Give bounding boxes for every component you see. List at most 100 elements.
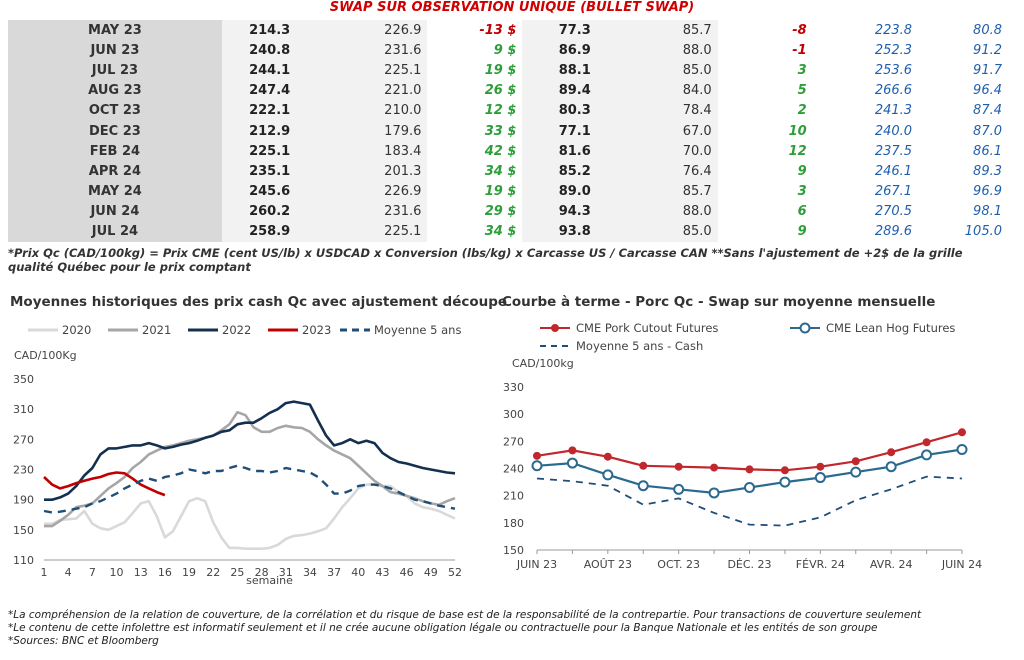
- data-point: [673, 483, 685, 495]
- swap-row: OCT 23 222.1 210.0 12 $80.3 78.4 2 241.3 87.4: [8, 100, 1008, 121]
- swap-cell-v3: 26 $: [427, 80, 523, 101]
- swap-table: MAY 23 214.3 226.9 -13 $77.3 85.7 -8 223.8 80.8…: [8, 20, 1008, 243]
- x-tick-label: 25: [230, 566, 244, 579]
- x-tick-label: 19: [182, 566, 196, 579]
- x-tick-label: 1: [41, 566, 48, 579]
- swap-cell-v6: 9: [717, 221, 813, 243]
- swap-cell-month: APR 24: [8, 161, 222, 182]
- swap-cell-v6: -8: [717, 20, 813, 41]
- swap-cell-v2: 231.6: [296, 40, 428, 61]
- x-tick-label: 4: [65, 566, 72, 579]
- swap-cell-v7: 270.5: [812, 201, 919, 222]
- swap-row: JUN 24 260.2 231.6 29 $94.3 88.0 6 270.5 98.1: [8, 201, 1008, 222]
- data-point: [710, 463, 719, 472]
- swap-row: AUG 23 247.4 221.0 26 $89.4 84.0 5 266.6 96.4: [8, 80, 1008, 101]
- swap-cell-v3: 42 $: [427, 141, 523, 162]
- swap-cell-v3: 33 $: [427, 120, 523, 142]
- swap-cell-v1: 222.1: [221, 100, 297, 121]
- swap-cell-v2: 221.0: [296, 80, 428, 101]
- series-line: [44, 400, 456, 501]
- swap-table-body: MAY 23 214.3 226.9 -13 $77.3 85.7 -8 223.8 80.8…: [8, 20, 1008, 243]
- swap-row: APR 24 235.1 201.3 34 $85.2 76.4 9 246.1 89.3: [8, 161, 1008, 182]
- x-tick-label: 49: [424, 566, 438, 579]
- data-point: [531, 460, 543, 472]
- x-tick-label: JUIN 24: [941, 558, 982, 571]
- x-tick-label: 13: [134, 566, 148, 579]
- swap-cell-v2: 226.9: [296, 181, 428, 202]
- data-point: [816, 462, 825, 471]
- series-line: [536, 475, 963, 527]
- swap-row: DEC 23 212.9 179.6 33 $77.1 67.0 10 240.0 87.0: [8, 120, 1008, 142]
- y-tick-label: 270: [13, 433, 34, 446]
- swap-cell-v1: 212.9: [221, 120, 297, 142]
- y-tick-label: 310: [13, 403, 34, 416]
- y-axis-unit: CAD/100Kg: [14, 349, 77, 362]
- swap-cell-v3: -13 $: [427, 20, 523, 41]
- data-point: [779, 476, 791, 488]
- data-point: [885, 461, 897, 473]
- data-point: [814, 472, 826, 484]
- data-point: [850, 466, 862, 478]
- data-point: [956, 443, 968, 455]
- swap-cell-v1: 225.1: [221, 141, 297, 162]
- swap-cell-v6: 9: [717, 161, 813, 182]
- data-point: [958, 428, 966, 437]
- swap-cell-month: JUN 24: [8, 201, 222, 222]
- swap-cell-v8: 91.2: [918, 40, 1008, 61]
- x-tick-label: 37: [327, 566, 341, 579]
- x-tick-label: 34: [303, 566, 317, 579]
- legend-label: 2022: [222, 323, 251, 337]
- disclaimer-line: *Le contenu de cette infolettre est info…: [8, 622, 878, 634]
- x-tick-label: 31: [279, 566, 293, 579]
- swap-cell-v1: 240.8: [221, 40, 297, 61]
- swap-cell-v6: -1: [717, 40, 813, 61]
- swap-cell-v1: 260.2: [221, 201, 297, 222]
- swap-cell-v7: 253.6: [812, 60, 919, 81]
- data-point: [851, 457, 860, 466]
- legend-label: CME Lean Hog Futures: [826, 321, 955, 335]
- swap-cell-v1: 258.9: [221, 221, 297, 243]
- swap-cell-v1: 247.4: [221, 80, 297, 101]
- x-tick-label: DÉC. 23: [727, 558, 771, 571]
- swap-cell-v4: 89.0: [522, 181, 597, 202]
- swap-cell-v8: 91.7: [918, 60, 1008, 81]
- y-tick-label: 230: [13, 464, 34, 477]
- swap-cell-v5: 85.7: [596, 181, 718, 202]
- swap-cell-v7: 267.1: [812, 181, 919, 202]
- swap-cell-v2: 210.0: [296, 100, 428, 121]
- swap-cell-v5: 88.0: [596, 40, 718, 61]
- y-tick-label: 300: [503, 408, 524, 421]
- swap-cell-v1: 244.1: [221, 60, 297, 81]
- swap-cell-v7: 252.3: [812, 40, 919, 61]
- swap-cell-v7: 246.1: [812, 161, 919, 182]
- swap-cell-v7: 223.8: [812, 20, 919, 41]
- legend-label: Moyenne 5 ans: [374, 323, 461, 337]
- swap-cell-v7: 266.6: [812, 80, 919, 101]
- data-point: [639, 461, 648, 470]
- swap-cell-v4: 77.3: [522, 20, 597, 41]
- data-point: [602, 469, 614, 481]
- swap-cell-v2: 179.6: [296, 120, 428, 142]
- legend-marker: [551, 324, 559, 332]
- swap-cell-month: MAY 24: [8, 181, 222, 202]
- swap-cell-v5: 85.7: [596, 20, 718, 41]
- swap-cell-month: JUL 23: [8, 60, 222, 81]
- x-tick-label: 40: [351, 566, 365, 579]
- data-point: [922, 438, 931, 447]
- x-tick-label: 52: [448, 566, 462, 579]
- swap-row: JUL 24 258.9 225.1 34 $93.8 85.0 9 289.6 105.0: [8, 221, 1008, 243]
- swap-cell-v4: 93.8: [522, 221, 597, 243]
- swap-cell-v8: 87.0: [918, 120, 1008, 142]
- x-tick-label: 28: [255, 566, 269, 579]
- swap-cell-v2: 225.1: [296, 221, 428, 243]
- swap-cell-v4: 89.4: [522, 80, 597, 101]
- legend-label: 2020: [62, 323, 91, 337]
- swap-cell-v8: 80.8: [918, 20, 1008, 41]
- swap-cell-v4: 88.1: [522, 60, 597, 81]
- swap-cell-v3: 12 $: [427, 100, 523, 121]
- swap-cell-v2: 226.9: [296, 20, 428, 41]
- legend-label: CME Pork Cutout Futures: [576, 321, 718, 335]
- disclaimer-footer: *La compréhension de la relation de couv…: [8, 609, 921, 648]
- y-tick-label: 190: [13, 494, 34, 507]
- swap-cell-v3: 34 $: [427, 161, 523, 182]
